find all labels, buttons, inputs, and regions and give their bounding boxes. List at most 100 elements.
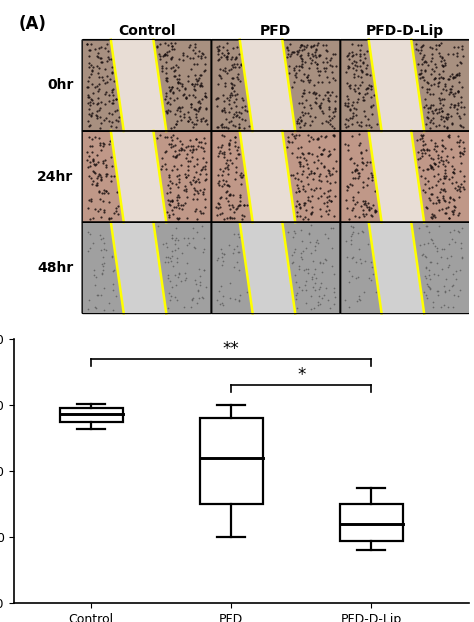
Point — [167, 142, 174, 152]
Point — [162, 238, 169, 248]
Point — [365, 80, 373, 90]
Point — [436, 197, 443, 207]
Point — [309, 274, 316, 284]
Point — [217, 142, 225, 152]
Point — [343, 195, 350, 205]
Point — [311, 50, 319, 60]
Point — [458, 223, 465, 233]
Point — [453, 60, 461, 70]
Point — [223, 39, 231, 49]
Point — [87, 111, 95, 121]
Point — [298, 40, 306, 50]
Point — [168, 233, 176, 243]
Point — [168, 41, 176, 51]
Point — [225, 141, 233, 151]
Point — [236, 122, 243, 132]
Point — [330, 111, 337, 121]
Point — [164, 98, 171, 108]
Point — [420, 57, 428, 67]
Point — [201, 65, 209, 75]
Point — [355, 294, 362, 304]
Point — [316, 103, 323, 113]
Point — [163, 77, 170, 86]
Point — [345, 277, 353, 287]
Point — [93, 178, 100, 188]
Point — [421, 148, 428, 158]
Point — [434, 169, 442, 179]
Point — [331, 103, 339, 113]
Point — [91, 132, 99, 142]
Point — [292, 70, 299, 80]
Point — [426, 282, 433, 292]
Point — [314, 297, 321, 307]
Point — [237, 179, 245, 189]
Point — [175, 190, 182, 200]
Point — [215, 151, 222, 161]
Point — [224, 68, 231, 78]
Point — [432, 180, 440, 190]
Point — [296, 161, 304, 171]
Point — [349, 173, 357, 183]
Point — [438, 38, 445, 48]
Point — [233, 59, 241, 69]
Point — [300, 198, 308, 208]
Point — [304, 267, 311, 277]
Point — [297, 252, 304, 262]
Point — [439, 159, 447, 169]
Point — [452, 266, 459, 276]
Point — [422, 57, 430, 67]
Point — [94, 290, 101, 300]
Point — [352, 110, 360, 120]
Point — [220, 214, 228, 224]
Point — [175, 269, 182, 279]
Point — [311, 112, 319, 122]
Point — [198, 221, 205, 231]
Point — [427, 195, 434, 205]
Point — [301, 198, 309, 208]
Point — [315, 142, 323, 152]
Point — [165, 170, 173, 180]
Polygon shape — [111, 40, 166, 131]
Point — [434, 287, 441, 297]
Point — [440, 183, 447, 193]
Point — [175, 54, 182, 64]
Point — [94, 157, 102, 167]
Point — [99, 141, 106, 151]
Point — [358, 164, 366, 174]
Point — [201, 194, 209, 204]
Point — [448, 206, 456, 216]
Point — [165, 139, 173, 149]
Point — [351, 166, 358, 176]
Point — [425, 113, 432, 123]
Point — [89, 65, 96, 75]
Point — [216, 70, 223, 80]
Point — [195, 177, 203, 187]
Point — [97, 175, 105, 185]
Point — [115, 112, 123, 122]
Point — [228, 73, 236, 83]
Point — [366, 157, 374, 167]
Point — [194, 174, 201, 183]
Point — [364, 114, 372, 124]
Point — [439, 66, 447, 76]
Text: PFD-D-Lip: PFD-D-Lip — [366, 24, 444, 39]
Point — [459, 137, 466, 147]
Point — [440, 94, 447, 104]
Point — [112, 203, 120, 213]
Point — [302, 299, 310, 309]
Point — [216, 209, 224, 219]
Point — [155, 49, 163, 59]
Point — [416, 162, 423, 172]
Point — [219, 170, 226, 180]
Point — [230, 80, 237, 90]
Point — [438, 103, 445, 113]
Point — [175, 85, 183, 95]
Point — [93, 113, 100, 123]
Point — [306, 111, 314, 121]
Point — [93, 150, 101, 160]
Point — [359, 197, 366, 207]
Point — [292, 201, 300, 211]
Point — [368, 168, 375, 178]
Point — [311, 97, 319, 107]
Point — [457, 58, 465, 68]
